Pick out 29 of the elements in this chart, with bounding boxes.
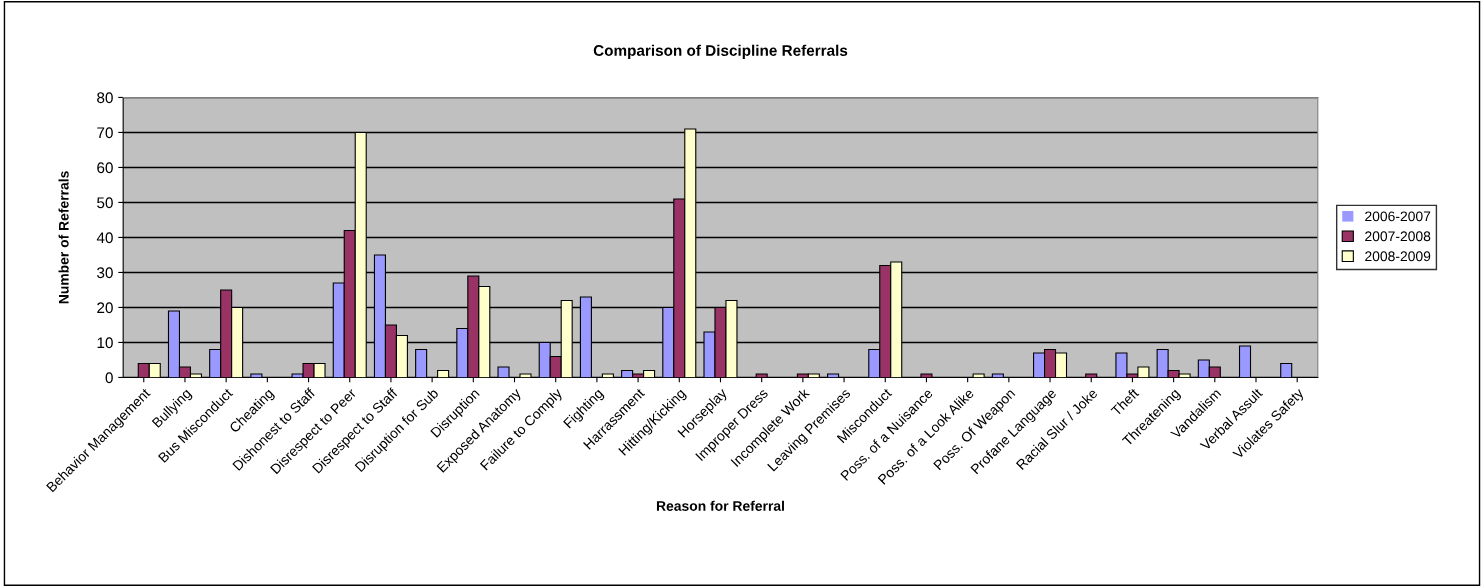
y-tick-label: 60 <box>97 162 113 174</box>
y-tick-label: 20 <box>97 302 113 314</box>
bar <box>519 373 532 378</box>
legend-label: 2007-2008 <box>1365 231 1431 242</box>
x-axis-title: Reason for Referral <box>656 500 784 511</box>
y-tick-label: 80 <box>97 92 113 104</box>
bar <box>601 373 614 378</box>
bar <box>991 373 1004 378</box>
bar <box>827 373 840 378</box>
bar <box>1238 345 1252 378</box>
bar <box>1280 362 1293 378</box>
y-tick-label: 10 <box>97 337 113 349</box>
chart-title: Comparison of Discipline Referrals <box>593 44 848 59</box>
legend-label: 2008-2009 <box>1365 251 1431 262</box>
bar <box>497 366 510 378</box>
y-tick-label: 40 <box>96 232 113 244</box>
y-tick-label: 0 <box>105 372 113 384</box>
bar <box>250 373 263 378</box>
legend-label: 2006-2007 <box>1365 211 1431 222</box>
y-tick-label: 70 <box>97 127 113 139</box>
bar <box>972 373 985 378</box>
bar <box>1085 373 1098 378</box>
bar <box>755 373 768 378</box>
bar <box>415 348 428 378</box>
y-tick-label: 30 <box>97 267 113 279</box>
y-tick-label: 50 <box>97 197 113 209</box>
bar <box>437 369 450 378</box>
y-axis-title: Number of Referrals <box>58 171 69 304</box>
bar <box>920 373 933 378</box>
